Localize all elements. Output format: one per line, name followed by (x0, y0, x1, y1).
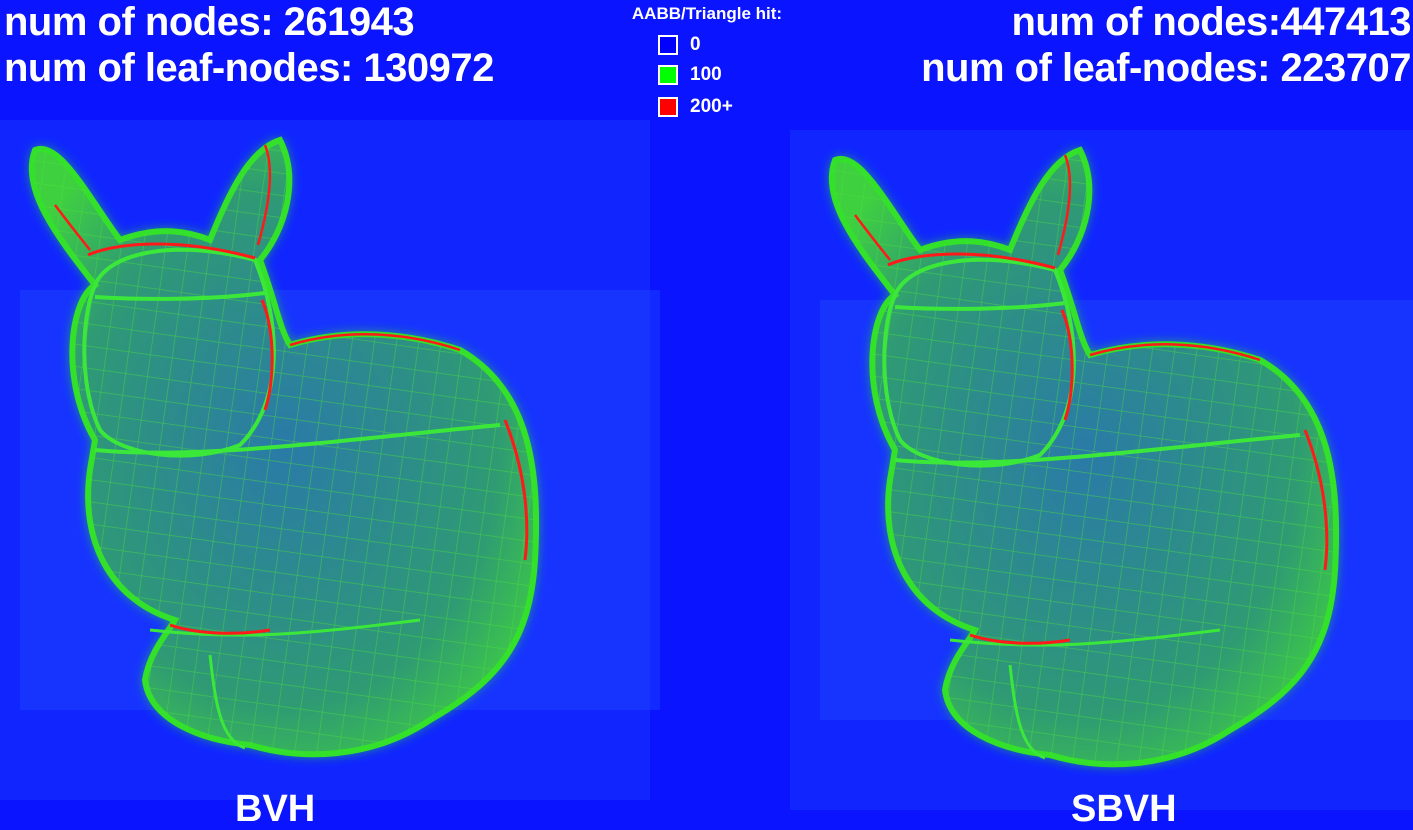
legend-item-two-hundred: 200+ (658, 96, 733, 118)
bvh-node-count: num of nodes: 261943 (4, 0, 415, 44)
bvh-leaf-count: num of leaf-nodes: 130972 (4, 46, 494, 90)
bvh-bunny-render (0, 120, 660, 800)
legend-title: AABB/Triangle hit: (631, 4, 783, 23)
heatmap-legend: AABB/Triangle hit: 0 100 200+ (612, 4, 802, 117)
bvh-panel-label: BVH (235, 788, 316, 830)
sbvh-bunny-render (790, 130, 1413, 810)
legend-item-hundred: 100 (658, 64, 722, 86)
legend-swatch-blue (658, 35, 678, 55)
legend-label: 100 (690, 64, 722, 85)
legend-label: 0 (690, 34, 701, 55)
sbvh-panel-label: SBVH (1071, 788, 1177, 830)
legend-label: 200+ (690, 96, 733, 117)
sbvh-node-count: num of nodes:447413 (1011, 0, 1411, 44)
sbvh-leaf-count: num of leaf-nodes: 223707 (921, 46, 1411, 90)
legend-swatch-green (658, 65, 678, 85)
legend-swatch-red (658, 97, 678, 117)
legend-item-zero: 0 (658, 34, 701, 56)
